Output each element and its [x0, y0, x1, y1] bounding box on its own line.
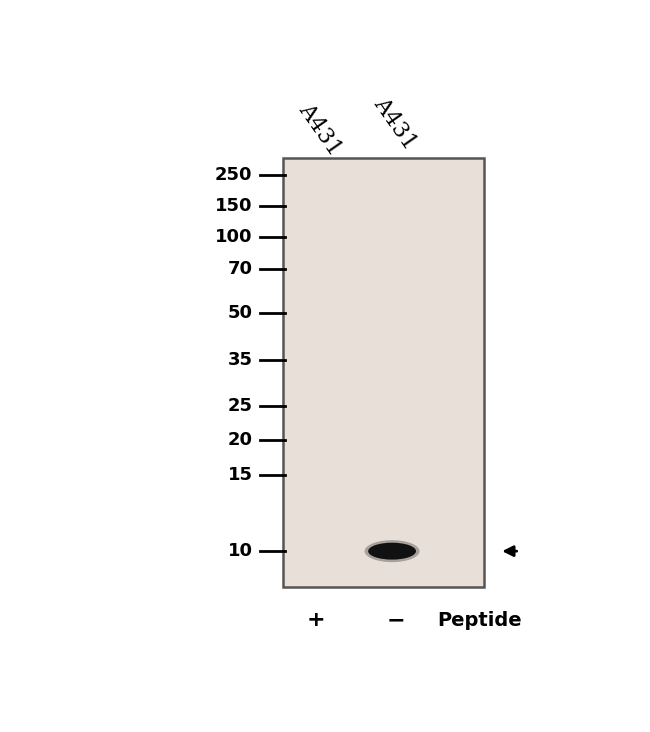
Text: 100: 100	[215, 228, 252, 246]
Text: 35: 35	[227, 351, 252, 368]
Text: +: +	[306, 610, 325, 630]
Text: 20: 20	[227, 431, 252, 449]
Text: −: −	[387, 610, 406, 630]
Ellipse shape	[365, 540, 420, 562]
Text: 250: 250	[215, 166, 252, 184]
Text: 50: 50	[227, 305, 252, 322]
Ellipse shape	[368, 542, 416, 559]
Text: 25: 25	[227, 397, 252, 415]
Text: A431: A431	[369, 94, 421, 154]
Text: 150: 150	[215, 197, 252, 215]
Text: A431: A431	[294, 99, 345, 160]
Text: Peptide: Peptide	[437, 611, 521, 630]
FancyBboxPatch shape	[283, 158, 484, 586]
Text: 15: 15	[227, 466, 252, 484]
Text: 70: 70	[227, 261, 252, 278]
Text: 10: 10	[227, 542, 252, 560]
